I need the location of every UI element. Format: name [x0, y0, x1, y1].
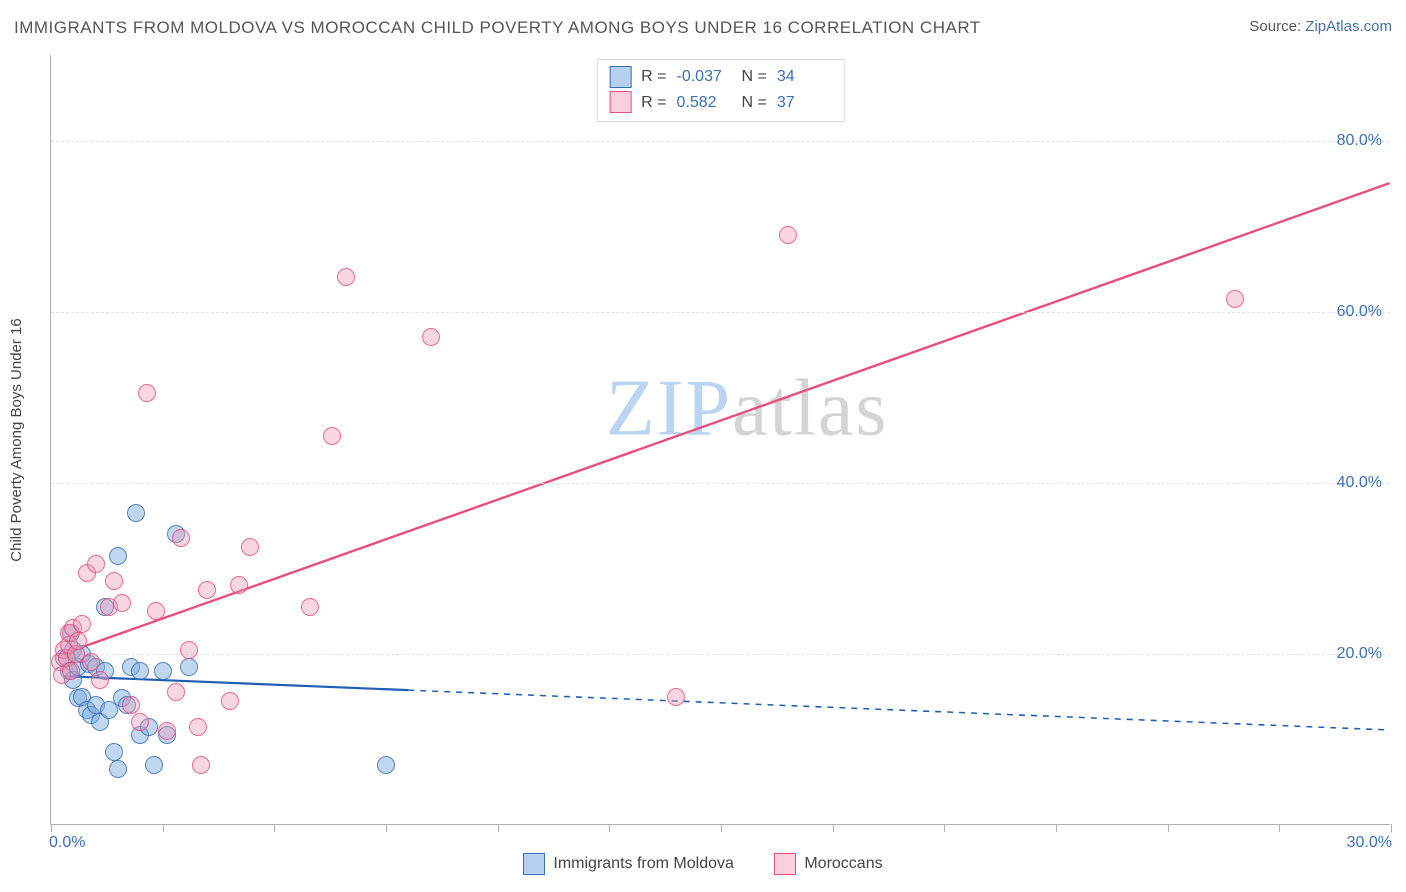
x-tick [1391, 824, 1392, 832]
gridline-h [51, 483, 1390, 484]
plot-area: R = -0.037 N = 34 R = 0.582 N = 37 ZIPat… [50, 55, 1390, 825]
x-tick [1279, 824, 1280, 832]
x-tick [386, 824, 387, 832]
swatch-pink-icon [774, 853, 796, 875]
x-tick [163, 824, 164, 832]
data-point-pink [113, 594, 131, 612]
data-point-pink [73, 615, 91, 633]
x-tick-label-left: 0.0% [49, 834, 85, 852]
y-tick-label: 60.0% [1337, 303, 1382, 321]
data-point-pink [122, 696, 140, 714]
data-point-blue [131, 662, 149, 680]
data-point-blue [105, 743, 123, 761]
x-tick [721, 824, 722, 832]
data-point-pink [198, 581, 216, 599]
data-point-pink [167, 683, 185, 701]
data-point-pink [1226, 290, 1244, 308]
y-axis-label: Child Poverty Among Boys Under 16 [8, 318, 25, 561]
trendline-blue-solid [65, 676, 408, 690]
data-point-pink [241, 538, 259, 556]
legend-label-blue: Immigrants from Moldova [553, 855, 734, 873]
data-point-pink [189, 718, 207, 736]
y-tick-label: 20.0% [1337, 645, 1382, 663]
data-point-blue [377, 756, 395, 774]
data-point-pink [230, 576, 248, 594]
source-prefix: Source: [1249, 18, 1305, 35]
data-point-pink [62, 662, 80, 680]
data-point-pink [131, 713, 149, 731]
source-link[interactable]: ZipAtlas.com [1305, 18, 1392, 35]
legend-series: Immigrants from Moldova Moroccans [0, 853, 1406, 880]
y-tick-label: 80.0% [1337, 132, 1382, 150]
x-tick [51, 824, 52, 832]
data-point-pink [192, 756, 210, 774]
data-point-blue [154, 662, 172, 680]
x-tick [609, 824, 610, 832]
legend-item-pink: Moroccans [774, 853, 882, 875]
source-attribution: Source: ZipAtlas.com [1249, 18, 1392, 35]
data-point-blue [145, 756, 163, 774]
x-tick [498, 824, 499, 832]
data-point-pink [221, 692, 239, 710]
gridline-h [51, 312, 1390, 313]
trend-lines-layer [51, 55, 1390, 824]
data-point-blue [127, 504, 145, 522]
y-tick-label: 40.0% [1337, 474, 1382, 492]
data-point-pink [138, 384, 156, 402]
gridline-h [51, 141, 1390, 142]
chart-title: IMMIGRANTS FROM MOLDOVA VS MOROCCAN CHIL… [14, 18, 981, 38]
data-point-pink [105, 572, 123, 590]
x-tick [1056, 824, 1057, 832]
data-point-pink [301, 598, 319, 616]
data-point-pink [158, 722, 176, 740]
legend-label-pink: Moroccans [804, 855, 882, 873]
data-point-pink [422, 328, 440, 346]
x-tick [944, 824, 945, 832]
data-point-pink [180, 641, 198, 659]
data-point-pink [147, 602, 165, 620]
data-point-blue [180, 658, 198, 676]
data-point-pink [82, 653, 100, 671]
x-tick-label-right: 30.0% [1347, 834, 1392, 852]
data-point-pink [667, 688, 685, 706]
data-point-pink [87, 555, 105, 573]
data-point-blue [109, 760, 127, 778]
swatch-blue-icon [523, 853, 545, 875]
x-tick [1168, 824, 1169, 832]
x-tick [833, 824, 834, 832]
data-point-pink [69, 632, 87, 650]
data-point-blue [109, 547, 127, 565]
trendline-pink [60, 183, 1389, 655]
data-point-pink [91, 671, 109, 689]
trendline-blue-dashed [408, 690, 1389, 730]
data-point-pink [337, 268, 355, 286]
gridline-h [51, 654, 1390, 655]
legend-item-blue: Immigrants from Moldova [523, 853, 734, 875]
data-point-pink [172, 529, 190, 547]
x-tick [274, 824, 275, 832]
data-point-pink [323, 427, 341, 445]
chart-container: IMMIGRANTS FROM MOLDOVA VS MOROCCAN CHIL… [0, 0, 1406, 892]
data-point-pink [779, 226, 797, 244]
